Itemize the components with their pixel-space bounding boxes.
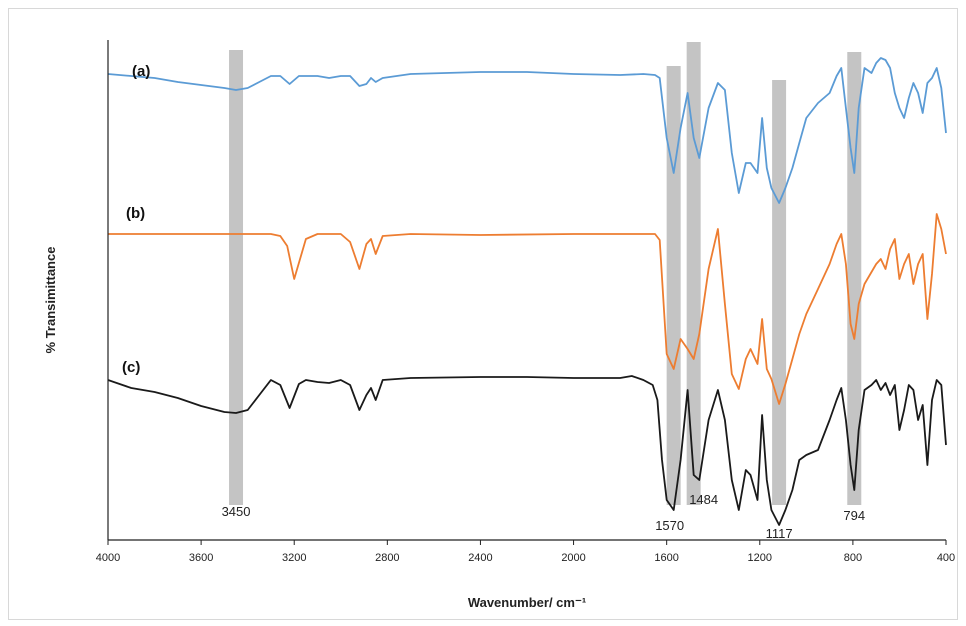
band-labels: 3450 1570 1484 1117 794: [222, 492, 866, 541]
x-ticks: 4000 3600 3200 2800 2400 2000 1600 1200 800 400: [96, 540, 955, 564]
x-tick-label-3200: 3200: [282, 552, 306, 564]
band-1117: [772, 80, 786, 505]
x-tick-label-2400: 2400: [468, 552, 492, 564]
x-tick-label-3600: 3600: [189, 552, 213, 564]
band-label-3450: 3450: [222, 504, 251, 519]
band-label-1117: 1117: [766, 526, 793, 541]
x-tick-label-400: 400: [937, 552, 955, 564]
x-tick-label-2000: 2000: [561, 552, 585, 564]
x-tick-label-1600: 1600: [654, 552, 678, 564]
series-tags: (a) (b) (c): [122, 63, 150, 376]
x-tick-label-800: 800: [844, 552, 862, 564]
band-label-1570: 1570: [655, 518, 684, 533]
series-tag-3: (c): [122, 359, 140, 376]
x-axis-title: Wavenumber/ cm⁻¹: [468, 595, 586, 610]
band-label-794: 794: [843, 508, 865, 523]
band-1570: [667, 66, 681, 505]
band-794: [847, 52, 861, 505]
x-tick-label-1200: 1200: [748, 552, 772, 564]
series-tag-2: (b): [126, 205, 145, 222]
y-axis-title: % Transimittance: [43, 247, 58, 354]
x-tick-label-2800: 2800: [375, 552, 399, 564]
band-highlights: [229, 42, 861, 505]
band-3450: [229, 50, 243, 505]
series-tag-1: (a): [132, 63, 150, 80]
band-1484: [687, 42, 701, 505]
band-label-1484: 1484: [689, 492, 718, 507]
x-tick-label-4000: 4000: [96, 552, 120, 564]
